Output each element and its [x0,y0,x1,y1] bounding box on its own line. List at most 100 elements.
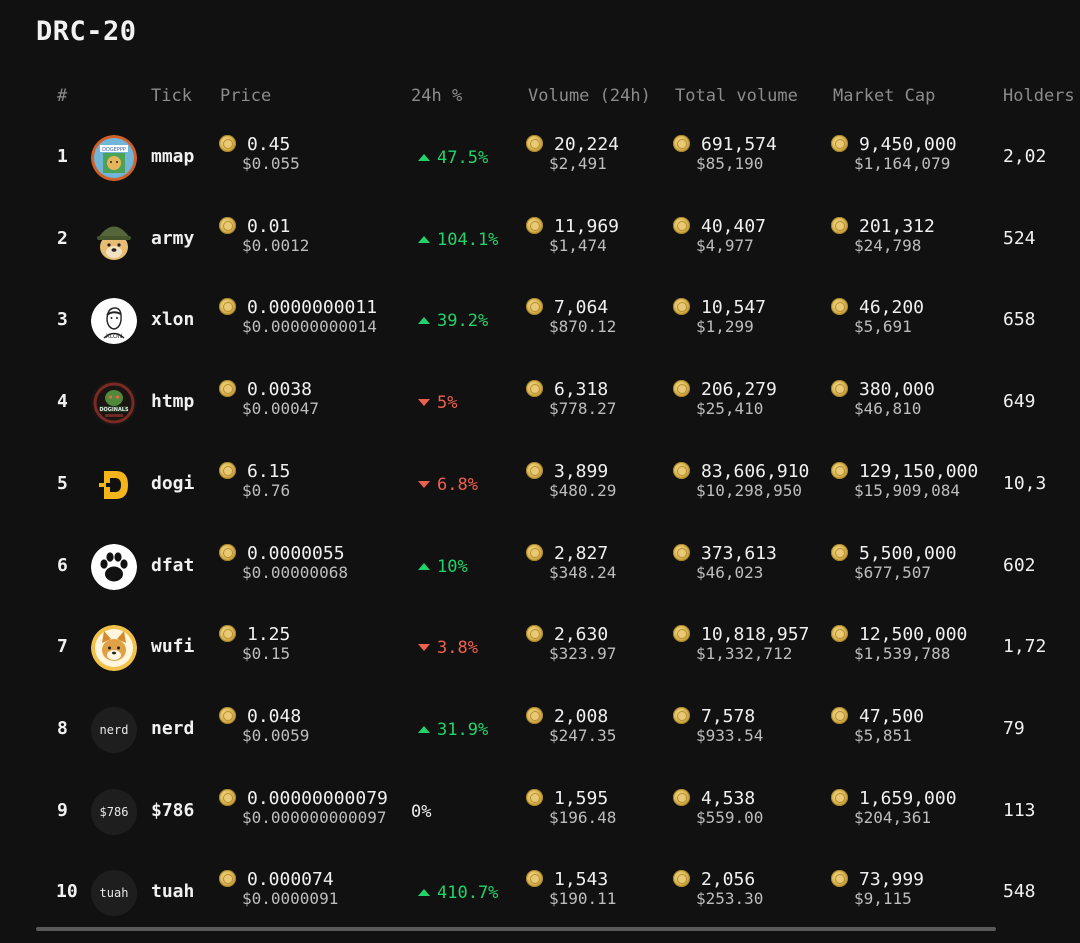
dogecoin-icon [831,216,848,234]
xlon-sketch-icon: XLON [91,298,137,345]
holders-count: 658 [1003,309,1036,331]
market-cap-cell: 5,500,000 $677,507 [831,543,957,582]
arrow-down-icon [418,399,430,407]
table-row[interactable]: 9 $786 $786 0.00000000079 $0.000000000097 1,5… [36,769,1080,851]
token-tick[interactable]: mmap [151,146,195,167]
table-row[interactable]: 10 tuah tuah 0.000074 $0.0000091 1,543 $190.11… [36,850,1080,932]
volume-cell: 2,630 $323.97 [526,625,616,663]
change-24h: 47.5% [418,148,488,168]
market-cap-cell: 12,500,000 $1,539,788 [831,625,967,663]
holders-count: 1,72 [1003,636,1047,658]
total-volume-usd: $933.54 [696,725,764,745]
table-row[interactable]: 1 DOGEPPP mmap 0.45 $0.055 20,224 $2,491 691,57… [36,115,1080,197]
token-tick[interactable]: tuah [151,881,195,903]
holders-count: 113 [1003,799,1036,821]
row-rank: 1 [57,146,68,167]
table-row[interactable]: 7 wufi 1.25 $0.15 2,630 $323.97 10,818,957 $1,3… [36,605,1080,687]
token-tick[interactable]: nerd [151,717,195,739]
holders-count: 10,3 [1003,472,1047,494]
market-cap-cell: 129,150,000 $15,909,084 [831,461,978,500]
total-volume-doge: 7,578 [701,705,756,727]
price-usd: $0.055 [242,154,300,173]
market-cap-usd: $15,909,084 [854,480,960,500]
total-volume-cell: 4,538 $559.00 [673,788,764,827]
price-doge: 0.0000055 [247,542,345,564]
price-doge: 0.048 [247,705,302,727]
doge-helmet-icon [91,216,137,263]
total-volume-usd: $25,410 [696,399,764,419]
dogecoin-icon [219,298,236,316]
total-volume-usd: $1,299 [696,317,754,337]
volume-usd: $778.27 [549,399,617,419]
token-tick[interactable]: wufi [151,636,195,658]
table-row[interactable]: 4 DOGINALS htmp 0.0038 $0.00047 6,318 $778.27 2… [36,360,1080,442]
price-usd: $0.000000000097 [242,807,387,827]
table-row[interactable]: 2 army 0.01 $0.0012 11,969 $1,474 40,407 $4,977… [36,197,1080,279]
total-volume-cell: 10,547 $1,299 [673,297,767,337]
dogecoin-icon [673,298,690,316]
token-tick[interactable]: xlon [151,309,195,331]
token-tick[interactable]: $786 [151,799,195,821]
price-cell: 1.25 $0.15 [219,624,291,663]
price-usd: $0.0059 [242,725,310,745]
dogecoin-icon [831,135,848,152]
dogecoin-icon [831,706,848,724]
token-tick[interactable]: army [151,227,195,249]
token-icon: tuah [91,870,137,917]
price-doge: 6.15 [247,460,291,482]
price-usd: $0.0000091 [242,889,339,909]
table-row[interactable]: 8 nerd nerd 0.048 $0.0059 2,008 $247.35 7,578 $9… [36,687,1080,769]
total-volume-doge: 206,279 [701,379,777,401]
header-market-cap[interactable]: Market Cap [833,86,936,106]
token-tick[interactable]: dogi [151,472,195,494]
page-title: DRC-20 [36,16,137,47]
dogecoin-icon [526,788,543,806]
total-volume-usd: $85,190 [696,154,764,173]
total-volume-doge: 83,606,910 [701,460,810,482]
total-volume-usd: $4,977 [696,235,754,255]
horizontal-scrollbar[interactable] [36,927,996,931]
market-cap-cell: 1,659,000 $204,361 [831,788,957,827]
header-volume-24h[interactable]: Volume (24h) [528,86,651,106]
price-doge: 0.000074 [247,869,334,891]
token-tick[interactable]: htmp [151,391,195,413]
price-doge: 1.25 [247,624,291,646]
total-volume-doge: 373,613 [701,542,777,564]
header-tick[interactable]: Tick [151,86,192,106]
volume-cell: 1,543 $190.11 [526,870,616,908]
change-24h: 3.8% [418,638,478,658]
table-row[interactable]: 3 XLON xlon 0.0000000011 $0.00000000014 7,064… [36,278,1080,360]
total-volume-usd: $10,298,950 [696,480,802,500]
drc20-table[interactable]: # Tick Price 24h % Volume (24h) Total vo… [36,72,1080,943]
dogecoin-icon [219,788,236,806]
token-tick[interactable]: dfat [151,554,195,576]
holders-count: 649 [1003,391,1036,413]
header-price[interactable]: Price [220,86,272,106]
total-volume-doge: 691,574 [701,134,777,155]
market-cap-doge: 201,312 [859,215,935,237]
token-icon-label: $786 [99,804,129,819]
table-row[interactable]: 5 dogi 6.15 $0.76 3,899 $480.29 83,606,910 $10,… [36,442,1080,524]
total-volume-usd: $559.00 [696,807,764,827]
header-total-volume[interactable]: Total volume [675,86,798,106]
dogecoin-icon [526,870,543,888]
header-holders[interactable]: Holders [1003,86,1075,106]
total-volume-doge: 10,547 [701,297,767,319]
volume-cell: 3,899 $480.29 [526,461,616,500]
change-value: 47.5% [437,148,489,168]
table-row[interactable]: 6 dfat 0.0000055 $0.00000068 2,827 $348.24 373… [36,524,1080,606]
volume-doge: 1,595 [554,787,609,809]
change-24h: 6.8% [418,475,478,495]
header-24h-change[interactable]: 24h % [411,86,463,106]
row-rank: 5 [57,472,68,494]
dogecoin-icon [526,461,543,479]
dogecoin-icon [673,380,690,398]
table-header: # Tick Price 24h % Volume (24h) Total vo… [36,72,1080,122]
volume-doge: 20,224 [554,134,620,155]
dogi-d-logo-icon [91,461,137,508]
dogecoin-icon [219,706,236,724]
market-cap-cell: 201,312 $24,798 [831,215,935,255]
header-rank[interactable]: # [57,86,68,106]
row-rank: 7 [57,636,68,658]
change-value: 39.2% [437,311,489,332]
